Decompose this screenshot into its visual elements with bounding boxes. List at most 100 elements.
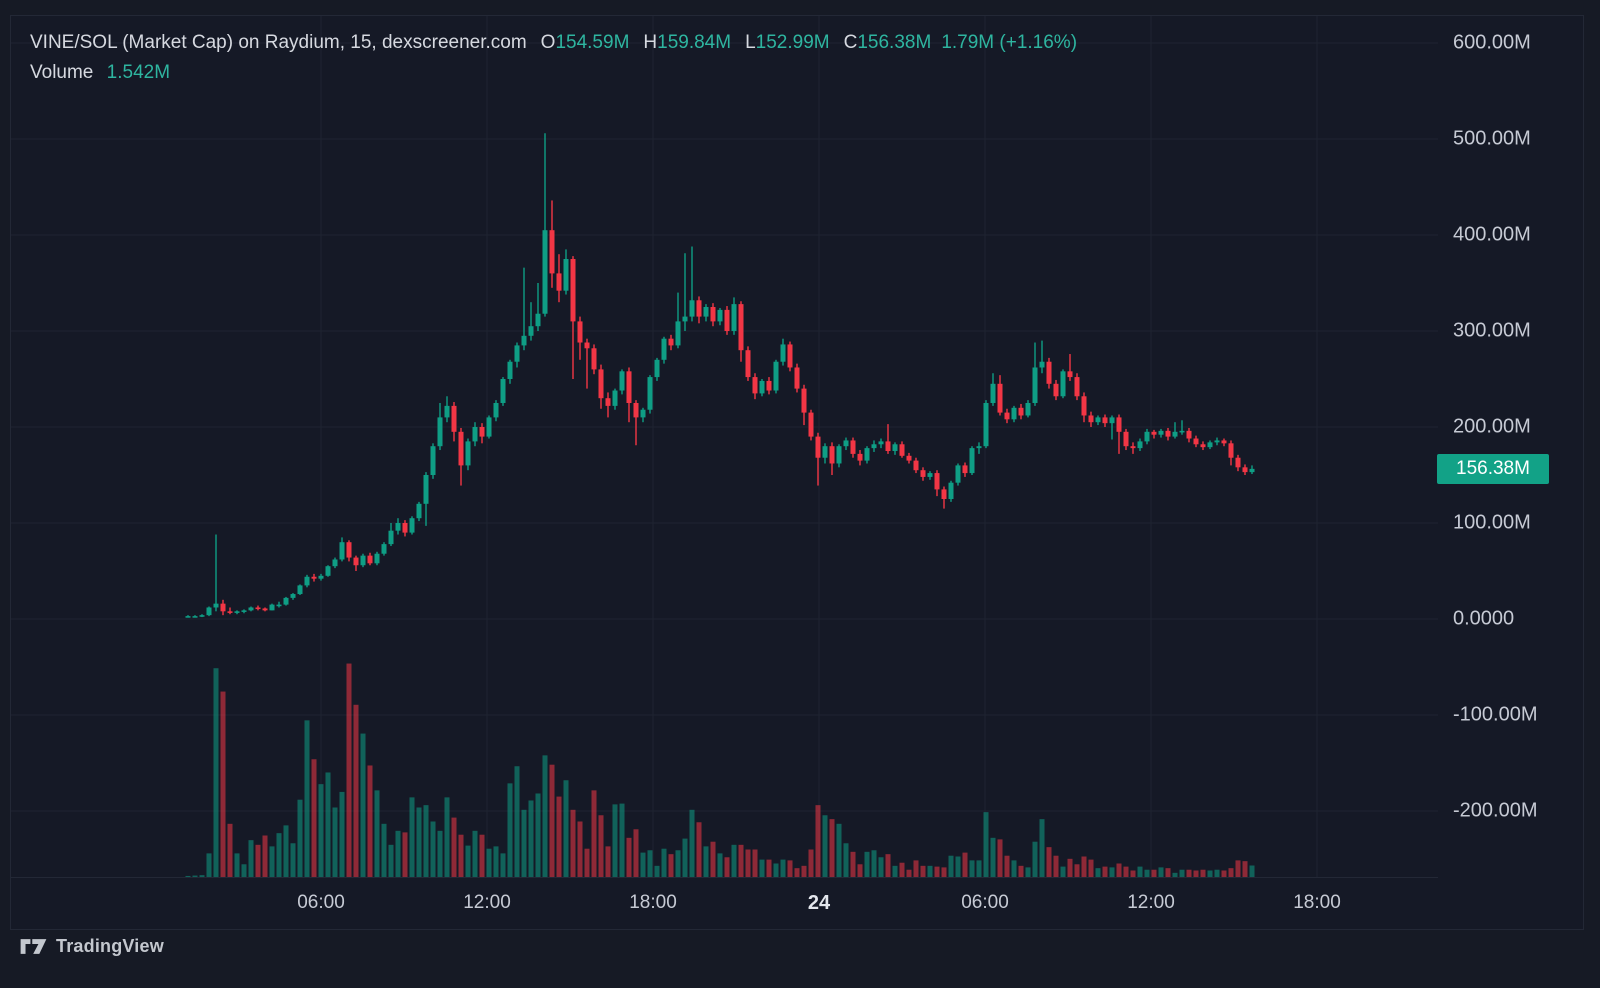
volume-bar: [766, 859, 772, 878]
legend-close-label: C: [843, 32, 858, 53]
volume-bar: [857, 864, 863, 878]
volume-bar: [318, 784, 324, 878]
volume-bar: [451, 817, 457, 878]
volume-bar: [759, 859, 765, 878]
volume-bar: [1144, 869, 1150, 878]
volume-bar: [220, 691, 226, 878]
volume-bar: [1221, 870, 1227, 878]
volume-bar: [353, 704, 359, 878]
candle-body: [479, 427, 485, 437]
candle-body: [703, 307, 709, 317]
candle-body: [542, 230, 548, 314]
candle-body: [1004, 412, 1010, 420]
candle-body: [360, 555, 366, 566]
candle-body: [514, 345, 520, 362]
chart-canvas[interactable]: [11, 16, 1583, 929]
legend-high-label: H: [643, 32, 658, 53]
candle-body: [794, 367, 800, 389]
candle-body: [661, 338, 667, 360]
candle-body: [339, 542, 345, 560]
candle-wick: [1174, 422, 1176, 439]
price-axis-label: 100.00M: [1453, 511, 1531, 534]
candle-body: [962, 465, 968, 474]
candle-body: [892, 444, 898, 451]
volume-bar: [675, 850, 681, 878]
candle-body: [724, 309, 730, 331]
candle-body: [1060, 371, 1066, 397]
volume-bar: [983, 812, 989, 878]
legend-close-value: 156.38M: [857, 32, 932, 53]
legend-symbol-text[interactable]: VINE/SOL (Market Cap) on Raydium, 15, de…: [30, 32, 527, 53]
time-axis-label: 12:00: [463, 892, 511, 913]
volume-bar: [717, 853, 723, 878]
volume-bar: [682, 838, 688, 878]
volume-bar: [934, 866, 940, 878]
volume-bar: [787, 860, 793, 878]
candle-body: [654, 359, 660, 378]
candle-body: [1074, 377, 1080, 397]
volume-bar: [801, 865, 807, 878]
candle-body: [913, 460, 919, 471]
volume-bar: [570, 809, 576, 878]
candle-body: [941, 489, 947, 499]
candle-body: [416, 503, 422, 519]
candle-body: [1179, 430, 1185, 433]
volume-bar: [633, 829, 639, 878]
candle-body: [248, 607, 254, 611]
volume-bar: [1046, 847, 1052, 878]
price-axis-label: -100.00M: [1453, 703, 1538, 726]
volume-bar: [1025, 867, 1031, 878]
candle-wick: [1069, 354, 1071, 381]
volume-bar: [920, 865, 926, 878]
volume-bar: [710, 841, 716, 878]
volume-bar: [1018, 865, 1024, 878]
current-price-badge: 156.38M: [1437, 453, 1549, 484]
volume-bar: [1137, 866, 1143, 878]
volume-bar: [192, 875, 198, 878]
volume-bar: [878, 857, 884, 878]
tradingview-attribution-link[interactable]: TradingView: [20, 936, 164, 957]
volume-bar: [1060, 866, 1066, 878]
volume-bar: [1242, 861, 1248, 878]
volume-bar: [346, 663, 352, 878]
candle-body: [423, 475, 429, 504]
volume-bar: [626, 837, 632, 878]
time-axis-label: 06:00: [297, 892, 345, 913]
candle-wick: [1111, 415, 1113, 440]
candle-body: [591, 348, 597, 370]
price-axis[interactable]: 600.00M 500.00M 400.00M 300.00M 200.00M 100.0…: [1437, 16, 1583, 878]
volume-bar: [465, 845, 471, 878]
candle-body: [227, 611, 233, 613]
time-axis[interactable]: 06:00 12:00 18:00 24 06:00 12:00 18:00: [11, 878, 1438, 930]
candle-wick: [817, 432, 819, 486]
price-axis-label: 500.00M: [1453, 127, 1531, 150]
candle-body: [1186, 430, 1192, 439]
candle-body: [563, 259, 569, 291]
candle-body: [1088, 415, 1094, 423]
candle-body: [311, 576, 317, 579]
volume-bar: [332, 807, 338, 878]
volume-bar: [668, 854, 674, 878]
candle-body: [549, 230, 555, 274]
volume-bar: [906, 869, 912, 878]
volume-bar: [542, 755, 548, 878]
candle-body: [318, 575, 324, 579]
volume-bar: [1004, 855, 1010, 878]
candle-body: [948, 482, 954, 499]
volume-bar: [395, 830, 401, 878]
volume-bar: [255, 844, 261, 878]
legend-volume-label[interactable]: Volume: [30, 62, 94, 83]
candle-body: [500, 379, 506, 403]
volume-bar: [773, 863, 779, 878]
volume-bar: [899, 862, 905, 878]
candle-body: [1165, 430, 1171, 437]
volume-bar: [1165, 868, 1171, 878]
candle-body: [346, 542, 352, 558]
candle-body: [612, 390, 618, 406]
volume-bar: [969, 860, 975, 878]
candle-body: [269, 604, 275, 611]
volume-bar: [444, 797, 450, 878]
candle-body: [1011, 407, 1017, 420]
candle-body: [1067, 371, 1073, 378]
volume-bar: [640, 852, 646, 878]
